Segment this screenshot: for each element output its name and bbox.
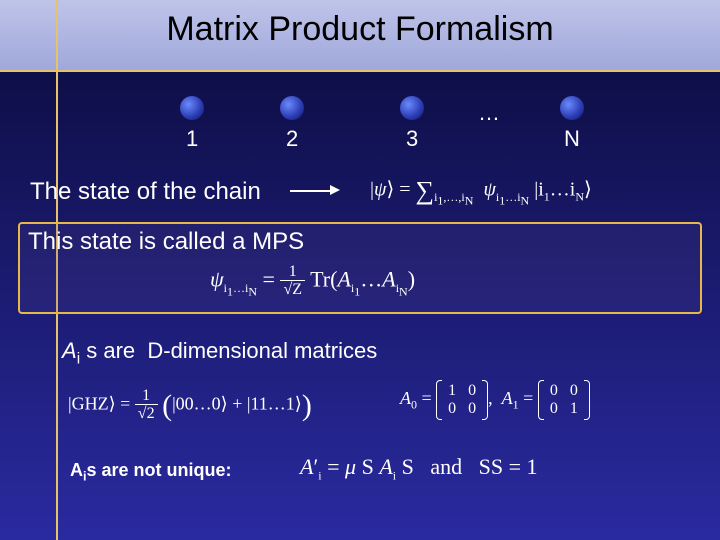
- chain-node: [280, 96, 304, 120]
- page-title: Matrix Product Formalism: [0, 10, 720, 49]
- arrow-line: [290, 190, 330, 192]
- text-ais-not-unique: Ais are not unique:: [70, 460, 232, 484]
- text-ai-matrices: Ai s are D-dimensional matrices: [62, 338, 377, 368]
- arrow-head-icon: [330, 185, 340, 195]
- chain-node: [560, 96, 584, 120]
- chain-node-label: 1: [186, 126, 198, 152]
- chain-node: [400, 96, 424, 120]
- chain-node-label: 3: [406, 126, 418, 152]
- chain-ellipsis: …: [478, 100, 500, 126]
- equation-transform: A′i = μ S Ai S and SS = 1: [300, 454, 538, 483]
- equation-ghz: |GHZ⟩ = 1√2 (|00…0⟩ + |11…1⟩): [68, 388, 312, 423]
- chain-node-label: N: [564, 126, 580, 152]
- horizontal-rule: [0, 70, 720, 72]
- equation-psi-trace: ψi1…iN = 1√Z Tr(Ai1…AiN): [210, 264, 415, 299]
- text-state-is-mps: This state is called a MPS: [28, 228, 304, 256]
- chain-node: [180, 96, 204, 120]
- text-state-of-chain: The state of the chain: [30, 178, 261, 206]
- slide: Matrix Product Formalism 1 2 3 … N The s…: [0, 0, 720, 540]
- equation-a0-a1: A0 = 1000, A1 = 0001: [400, 380, 590, 420]
- equation-psi-sum: |ψ⟩ = ∑i1,…,iN ψi1…iN |i1…iN⟩: [370, 176, 592, 208]
- chain-node-label: 2: [286, 126, 298, 152]
